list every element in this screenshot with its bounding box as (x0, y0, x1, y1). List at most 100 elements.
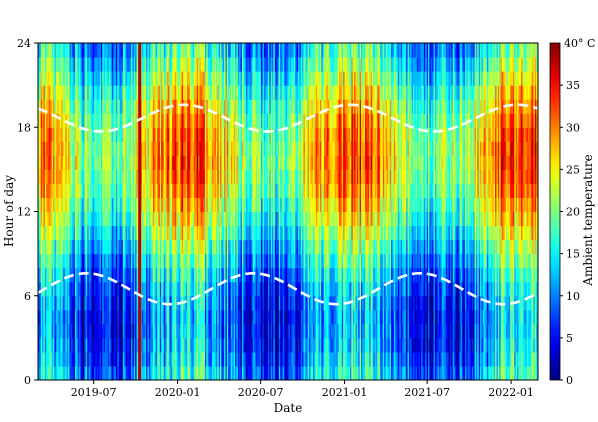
heatmap-cell (51, 253, 54, 269)
heatmap-cell (54, 57, 57, 72)
heatmap-cell (118, 267, 121, 283)
heatmap-cell (88, 169, 91, 185)
heatmap-cell (174, 281, 177, 297)
heatmap-cell (166, 155, 169, 170)
heatmap-cell (303, 337, 306, 353)
heatmap-cell (233, 71, 236, 86)
heatmap-cell (209, 323, 212, 339)
heatmap-cell (155, 43, 158, 58)
heatmap-cell (232, 43, 235, 58)
heatmap-cell (57, 99, 60, 114)
heatmap-cell (250, 99, 253, 114)
heatmap-cell (195, 183, 198, 199)
heatmap-cell (170, 365, 173, 380)
heatmap-cell (204, 253, 207, 269)
heatmap-cell (111, 85, 114, 100)
heatmap-cell (144, 113, 147, 128)
heatmap-cell (230, 309, 233, 325)
heatmap-cell (222, 113, 225, 128)
heatmap-cell (285, 267, 288, 283)
heatmap-cell (100, 351, 103, 367)
heatmap-cell (105, 309, 108, 325)
heatmap-cell (65, 183, 68, 199)
heatmap-cell (211, 85, 214, 100)
heatmap-cell (173, 281, 176, 297)
heatmap-cell (220, 295, 222, 311)
heatmap-cell (114, 253, 117, 269)
heatmap-cell (247, 309, 250, 325)
heatmap-cell (117, 57, 120, 72)
heatmap-cell (74, 281, 77, 297)
heatmap-cell (306, 253, 309, 269)
heatmap-cell (214, 225, 217, 241)
heatmap-cell (255, 141, 258, 156)
heatmap-cell (233, 183, 236, 199)
heatmap-cell (292, 155, 295, 170)
heatmap-cell (161, 225, 164, 241)
heatmap-cell (195, 351, 198, 367)
heatmap-cell (125, 239, 128, 255)
heatmap-cell (106, 295, 109, 311)
heatmap-cell (103, 85, 106, 100)
heatmap-cell (265, 85, 268, 100)
heatmap-cell (174, 239, 177, 255)
heatmap-cell (111, 141, 114, 156)
heatmap-cell (133, 43, 136, 58)
heatmap-cell (299, 169, 302, 185)
heatmap-cell (50, 57, 53, 72)
heatmap-cell (303, 239, 306, 255)
heatmap-cell (237, 43, 240, 58)
heatmap-cell (59, 141, 62, 156)
heatmap-cell (263, 197, 266, 213)
heatmap-cell (206, 141, 209, 156)
heatmap-cell (79, 183, 82, 199)
heatmap-cell (116, 239, 118, 255)
heatmap-cell (53, 365, 56, 380)
heatmap-cell (265, 155, 268, 170)
heatmap-cell (232, 323, 235, 339)
heatmap-cell (310, 295, 313, 311)
heatmap-cell (109, 225, 112, 241)
heatmap-cell (280, 253, 283, 269)
heatmap-cell (241, 141, 244, 156)
heatmap-cell (154, 113, 157, 128)
heatmap-cell (222, 211, 225, 227)
heatmap-cell (314, 169, 317, 185)
heatmap-cell (91, 57, 94, 72)
heatmap-cell (140, 127, 143, 142)
heatmap-cell (203, 99, 206, 114)
heatmap-cell (40, 239, 43, 255)
heatmap-cell (265, 99, 268, 114)
heatmap-cell (247, 337, 250, 353)
heatmap-cell (73, 337, 76, 353)
heatmap-cell (47, 239, 50, 255)
heatmap-cell (95, 57, 98, 72)
heatmap-cell (258, 267, 261, 283)
heatmap-cell (198, 239, 201, 255)
heatmap-cell (315, 253, 318, 269)
heatmap-cell (215, 141, 218, 156)
heatmap-cell (136, 351, 139, 367)
heatmap-cell (110, 295, 113, 311)
heatmap-cell (132, 225, 135, 241)
heatmap-cell (163, 57, 166, 72)
heatmap-cell (200, 183, 203, 199)
heatmap-cell (278, 141, 281, 156)
heatmap-cell (102, 295, 105, 311)
heatmap-cell (244, 337, 247, 353)
heatmap-cell (110, 197, 113, 213)
heatmap-cell (314, 113, 317, 128)
heatmap-cell (126, 337, 129, 353)
heatmap-cell (133, 57, 136, 72)
heatmap-cell (143, 225, 146, 241)
heatmap-cell (72, 155, 75, 170)
heatmap-cell (319, 295, 322, 311)
heatmap-cell (47, 183, 50, 199)
heatmap-cell (191, 99, 194, 114)
heatmap-cell (59, 183, 62, 199)
heatmap-cell (172, 85, 175, 100)
heatmap-cell (287, 43, 290, 58)
heatmap-cell (144, 365, 147, 380)
heatmap-cell (99, 57, 102, 72)
heatmap-cell (319, 183, 322, 199)
